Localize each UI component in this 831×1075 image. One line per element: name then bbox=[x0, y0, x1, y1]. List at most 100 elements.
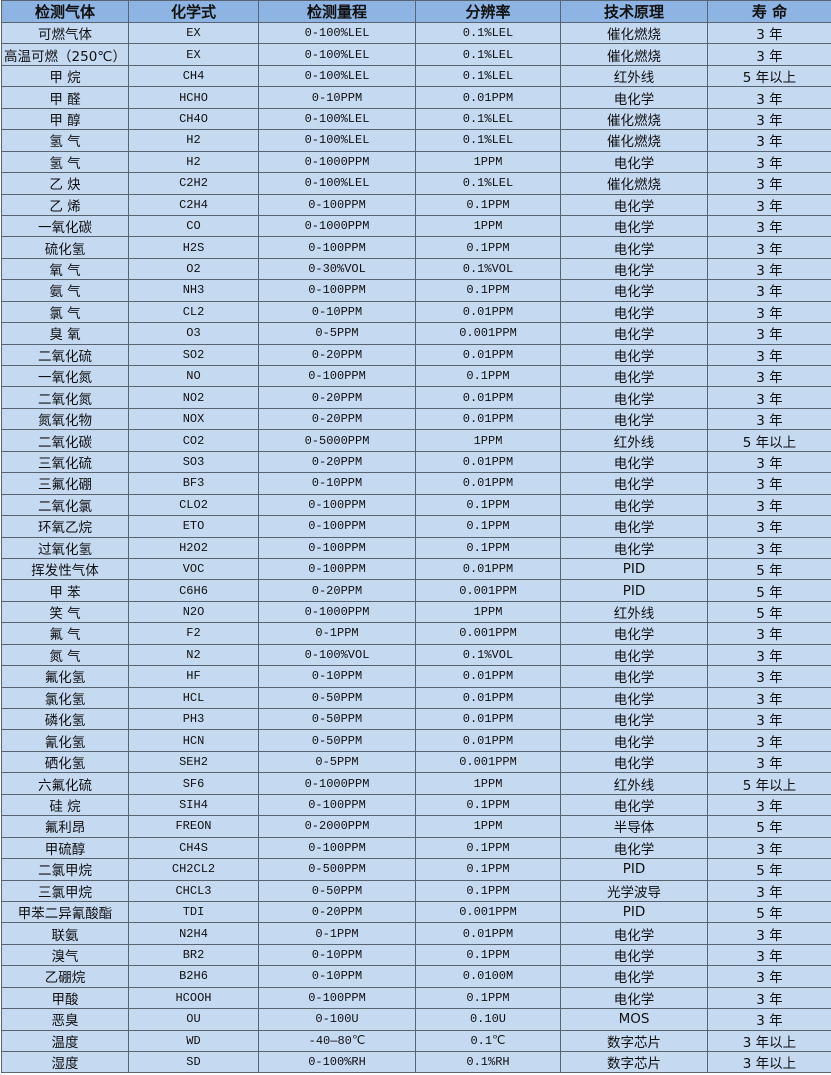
cell-range: 0-50PPM bbox=[258, 707, 416, 731]
cell-range: 0-5000PPM bbox=[258, 429, 416, 452]
table-row: 可燃气体 EX 0-100%LEL 0.1%LEL 催化燃烧 3 年 bbox=[1, 21, 831, 45]
cell-principle: 电化学 bbox=[560, 150, 708, 174]
table-row: 氧 气 O2 0-30%VOL 0.1%VOL 电化学 3 年 bbox=[1, 257, 831, 281]
cell-principle: PID bbox=[560, 858, 708, 881]
cell-gas: 氮氧化物 bbox=[1, 407, 129, 431]
cell-resolution: 0.1%LEL bbox=[415, 172, 561, 195]
cell-formula: WD bbox=[128, 1029, 259, 1053]
cell-lifetime: 3 年 bbox=[707, 943, 831, 967]
cell-lifetime: 3 年 bbox=[707, 1008, 831, 1031]
cell-principle: 电化学 bbox=[560, 622, 708, 645]
cell-formula: C2H2 bbox=[128, 172, 259, 195]
cell-lifetime: 3 年 bbox=[707, 279, 831, 302]
cell-resolution: 0.1%LEL bbox=[415, 107, 561, 131]
cell-principle: 电化学 bbox=[560, 665, 708, 688]
cell-resolution: 1PPM bbox=[415, 214, 561, 238]
cell-range: 0-10PPM bbox=[258, 86, 416, 109]
cell-principle: 电化学 bbox=[560, 472, 708, 495]
cell-range: 0-10PPM bbox=[258, 300, 416, 324]
cell-gas: 氟利昂 bbox=[1, 815, 129, 838]
table-row: 硒化氢 SEH2 0-5PPM 0.001PPM 电化学 3 年 bbox=[1, 750, 831, 774]
table-row: 一氧化碳 CO 0-1000PPM 1PPM 电化学 3 年 bbox=[1, 214, 831, 238]
cell-principle: 电化学 bbox=[560, 943, 708, 967]
cell-gas: 氯 气 bbox=[1, 300, 129, 324]
cell-gas: 氢 气 bbox=[1, 129, 129, 152]
cell-resolution: 0.01PPM bbox=[415, 472, 561, 495]
cell-lifetime: 3 年 bbox=[707, 922, 831, 945]
cell-principle: 电化学 bbox=[560, 257, 708, 281]
table-row: 三氯甲烷 CHCL3 0-50PPM 0.1PPM 光学波导 3 年 bbox=[1, 879, 831, 902]
cell-formula: F2 bbox=[128, 622, 259, 645]
cell-formula: SF6 bbox=[128, 772, 259, 795]
cell-gas: 氟 气 bbox=[1, 622, 129, 645]
cell-principle: 电化学 bbox=[560, 836, 708, 860]
cell-range: 0-100PPM bbox=[258, 493, 416, 517]
cell-gas: 过氧化氢 bbox=[1, 536, 129, 559]
cell-range: 0-1000PPM bbox=[258, 772, 416, 795]
cell-gas: 挥发性气体 bbox=[1, 557, 129, 581]
table-row: 氮 气 N2 0-100%VOL 0.1%VOL 电化学 3 年 bbox=[1, 643, 831, 667]
cell-lifetime: 5 年 bbox=[707, 815, 831, 838]
cell-principle: 电化学 bbox=[560, 707, 708, 731]
table-row: 一氧化氮 NO 0-100PPM 0.1PPM 电化学 3 年 bbox=[1, 364, 831, 388]
cell-range: 0-1PPM bbox=[258, 922, 416, 945]
cell-resolution: 0.1PPM bbox=[415, 536, 561, 559]
cell-resolution: 0.1PPM bbox=[415, 986, 561, 1010]
cell-resolution: 1PPM bbox=[415, 772, 561, 795]
cell-range: 0-20PPM bbox=[258, 579, 416, 602]
cell-range: 0-100U bbox=[258, 1008, 416, 1031]
cell-principle: 电化学 bbox=[560, 922, 708, 945]
table-row: 二氯甲烷 CH2CL2 0-500PPM 0.1PPM PID 5 年 bbox=[1, 858, 831, 881]
cell-range: 0-100PPM bbox=[258, 836, 416, 860]
cell-principle: 催化燃烧 bbox=[560, 107, 708, 131]
cell-formula: NO2 bbox=[128, 386, 259, 409]
cell-gas: 磷化氢 bbox=[1, 707, 129, 731]
table-row: 乙 烯 C2H4 0-100PPM 0.1PPM 电化学 3 年 bbox=[1, 193, 831, 216]
cell-principle: 电化学 bbox=[560, 236, 708, 259]
cell-resolution: 0.01PPM bbox=[415, 343, 561, 367]
cell-formula: NOX bbox=[128, 407, 259, 431]
cell-gas: 甲 烷 bbox=[1, 64, 129, 88]
cell-gas: 三氟化硼 bbox=[1, 472, 129, 495]
cell-resolution: 0.1%LEL bbox=[415, 21, 561, 45]
cell-range: 0-1000PPM bbox=[258, 150, 416, 174]
cell-lifetime: 3 年 bbox=[707, 750, 831, 774]
cell-lifetime: 3 年 bbox=[707, 322, 831, 345]
cell-gas: 乙 炔 bbox=[1, 172, 129, 195]
cell-gas: 甲 苯 bbox=[1, 579, 129, 602]
cell-principle: 电化学 bbox=[560, 793, 708, 817]
table-row: 甲 醇 CH4O 0-100%LEL 0.1%LEL 催化燃烧 3 年 bbox=[1, 107, 831, 131]
cell-lifetime: 3 年 bbox=[707, 343, 831, 367]
cell-range: 0-100%LEL bbox=[258, 172, 416, 195]
cell-range: 0-50PPM bbox=[258, 729, 416, 752]
cell-gas: 二氧化碳 bbox=[1, 429, 129, 452]
cell-resolution: 0.1PPM bbox=[415, 364, 561, 388]
cell-lifetime: 3 年 bbox=[707, 836, 831, 860]
table-row: 氟化氢 HF 0-10PPM 0.01PPM 电化学 3 年 bbox=[1, 665, 831, 688]
cell-range: 0-100PPM bbox=[258, 279, 416, 302]
cell-resolution: 1PPM bbox=[415, 429, 561, 452]
cell-principle: 电化学 bbox=[560, 450, 708, 474]
cell-formula: NH3 bbox=[128, 279, 259, 302]
cell-formula: CHCL3 bbox=[128, 879, 259, 902]
cell-formula: N2O bbox=[128, 600, 259, 624]
table-row: 氮氧化物 NOX 0-20PPM 0.01PPM 电化学 3 年 bbox=[1, 407, 831, 431]
table-row: 氨 气 NH3 0-100PPM 0.1PPM 电化学 3 年 bbox=[1, 279, 831, 302]
cell-gas: 甲硫醇 bbox=[1, 836, 129, 860]
cell-range: 0-2000PPM bbox=[258, 815, 416, 838]
cell-range: -40—80℃ bbox=[258, 1029, 416, 1053]
table-row: 磷化氢 PH3 0-50PPM 0.01PPM 电化学 3 年 bbox=[1, 707, 831, 731]
cell-resolution: 0.001PPM bbox=[415, 750, 561, 774]
cell-range: 0-10PPM bbox=[258, 943, 416, 967]
cell-formula: CO2 bbox=[128, 429, 259, 452]
cell-range: 0-100PPM bbox=[258, 793, 416, 817]
cell-range: 0-100%LEL bbox=[258, 43, 416, 66]
cell-lifetime: 5 年 bbox=[707, 579, 831, 602]
cell-resolution: 0.1PPM bbox=[415, 879, 561, 902]
cell-principle: 催化燃烧 bbox=[560, 21, 708, 45]
cell-formula: O2 bbox=[128, 257, 259, 281]
cell-formula: O3 bbox=[128, 322, 259, 345]
cell-principle: PID bbox=[560, 579, 708, 602]
cell-lifetime: 5 年以上 bbox=[707, 64, 831, 88]
cell-formula: CL2 bbox=[128, 300, 259, 324]
